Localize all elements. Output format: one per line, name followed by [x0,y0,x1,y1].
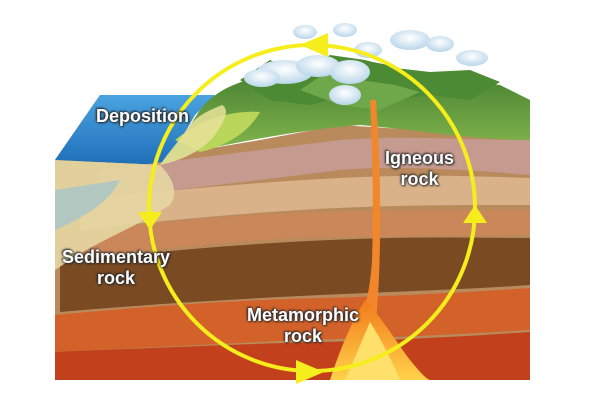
metamorphic-rock-label-line1: Metamorphic [247,305,360,325]
rock-strata [55,125,530,380]
igneous-rock-label: Igneous rock [385,148,454,190]
arrow-down-icon [138,212,162,230]
sedimentary-rock-label: Sedimentary rock [62,247,170,289]
arrow-right-icon [296,360,324,384]
metamorphic-rock-label-line2: rock [284,326,323,346]
arrow-up-icon [463,205,487,223]
sedimentary-rock-label-line1: Sedimentary [62,247,171,267]
deposition-label: Deposition [96,106,189,126]
sediment-wedge [55,160,175,270]
sedimentary-rock-label-line2: rock [97,268,136,288]
igneous-rock-label-line1: Igneous [385,148,455,168]
igneous-rock-label-line2: rock [400,169,439,189]
arrow-left-icon [300,33,328,57]
deposition-plume [160,105,226,165]
metamorphic-rock-label: Metamorphic rock [247,305,359,347]
